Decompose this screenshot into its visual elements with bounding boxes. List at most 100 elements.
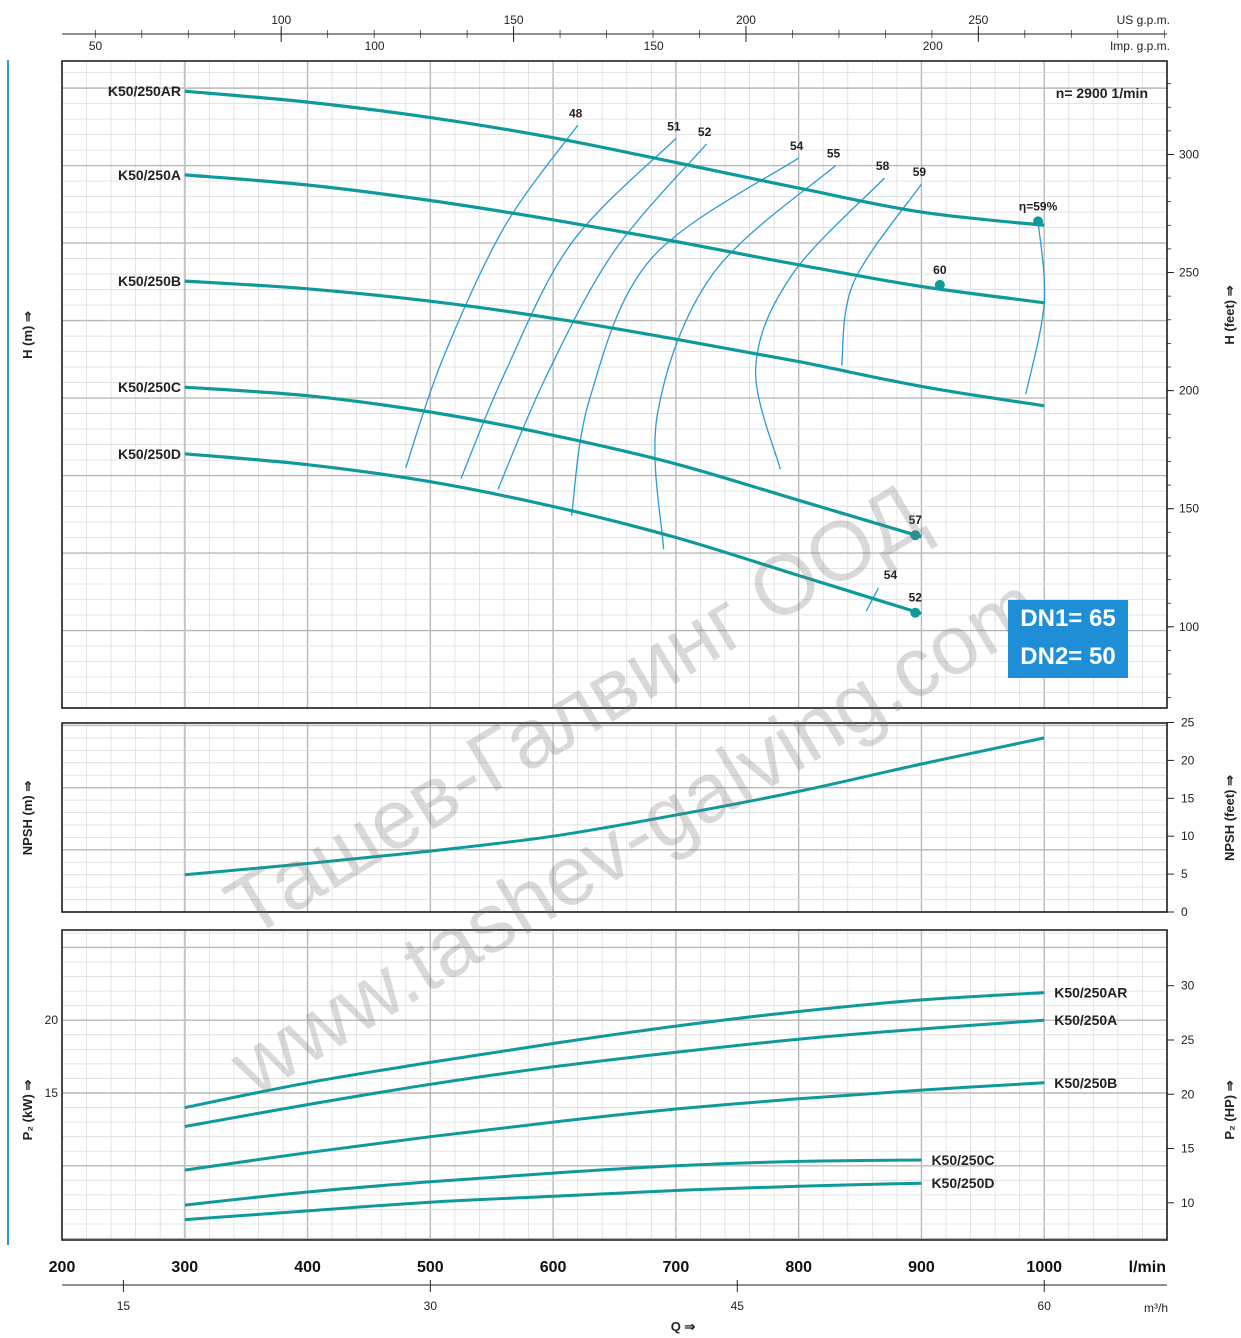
dn1-label: DN1= 65 <box>1020 605 1116 632</box>
usgpm-tick-label: 200 <box>736 13 756 27</box>
m3h-tick-label: 60 <box>1038 1299 1052 1313</box>
power-right-tick-label: 15 <box>1181 1142 1195 1156</box>
npsh-y-label-right: NPSH (feet) ⇒ <box>1222 775 1237 861</box>
power-curve-K50/250A <box>184 1018 1045 1128</box>
head-curve-K50/250AR <box>184 89 1045 227</box>
endpoint-label: 52 <box>909 591 923 605</box>
power-frame <box>61 929 1168 1241</box>
power-curve-K50/250D <box>184 1181 922 1222</box>
head-frame <box>61 60 1168 709</box>
efficiency-label-58: 58 <box>876 159 890 173</box>
dn2-label: DN2= 50 <box>1020 643 1116 670</box>
power-right-tick-label: 25 <box>1181 1033 1195 1047</box>
endpoint-label: η=59% <box>1019 199 1058 213</box>
lmin-tick-label: 200 <box>49 1259 76 1276</box>
endpoint-marker <box>934 279 945 290</box>
head-curve-K50/250C <box>184 385 922 539</box>
npsh-right-tick-label: 20 <box>1181 753 1195 767</box>
npsh-right-tick-label: 10 <box>1181 829 1195 843</box>
lmin-unit: l/min <box>1129 1259 1166 1276</box>
head-right-tick-label: 200 <box>1179 384 1199 398</box>
power-right-tick-label: 20 <box>1181 1087 1195 1101</box>
npsh-right-tick-label: 0 <box>1181 905 1188 919</box>
power-y-label-right: P₂ (HP) ⇒ <box>1222 1080 1237 1139</box>
lmin-tick-label: 400 <box>294 1259 321 1276</box>
efficiency-label-59: 59 <box>913 165 927 179</box>
lmin-tick-label: 800 <box>785 1259 812 1276</box>
lmin-tick-label: 900 <box>908 1259 935 1276</box>
m3h-tick-label: 45 <box>731 1299 745 1313</box>
head-right-tick-label: 100 <box>1179 620 1199 634</box>
dn-box: DN1= 65 DN2= 50 <box>1008 600 1128 678</box>
npsh-right-tick-label: 5 <box>1181 867 1188 881</box>
usgpm-tick-label: 100 <box>271 13 291 27</box>
endpoint-marker <box>1033 216 1044 227</box>
power-left-tick-label: 15 <box>45 1086 59 1100</box>
endpoint-label: 57 <box>909 513 923 527</box>
usgpm-unit: US g.p.m. <box>1117 13 1170 27</box>
head-right-tick-label: 300 <box>1179 147 1199 161</box>
power-right-tick-label: 10 <box>1181 1196 1195 1210</box>
efficiency-curve-54 <box>570 157 800 516</box>
lmin-tick-label: 700 <box>663 1259 690 1276</box>
efficiency-label-51: 51 <box>667 119 681 133</box>
head-right-tick-label: 150 <box>1179 502 1199 516</box>
npsh-curve <box>184 736 1045 877</box>
power-curve-label-K50/250AR: K50/250AR <box>1054 985 1127 1001</box>
power-curve-K50/250B <box>184 1081 1045 1172</box>
power-curve-label-K50/250D: K50/250D <box>931 1175 994 1191</box>
power-curve-K50/250AR <box>184 991 1045 1110</box>
endpoint-marker <box>910 607 921 618</box>
head-curve-label-K50/250A: K50/250A <box>118 167 181 183</box>
lmin-tick-label: 300 <box>171 1259 198 1276</box>
power-curve-label-K50/250A: K50/250A <box>1054 1012 1117 1028</box>
npsh-frame <box>61 722 1168 913</box>
endpoint-marker <box>910 530 921 541</box>
head-y-label-right: H (feet) ⇒ <box>1222 285 1237 344</box>
npsh-right-tick-label: 15 <box>1181 791 1195 805</box>
head-curve-label-K50/250AR: K50/250AR <box>108 83 181 99</box>
efficiency-curve-55 <box>654 165 836 550</box>
usgpm-tick-label: 150 <box>504 13 524 27</box>
impgpm-tick-label: 150 <box>644 39 664 53</box>
npsh-y-label: NPSH (m) ⇒ <box>20 781 35 856</box>
speed-note: n= 2900 1/min <box>1056 85 1148 101</box>
efficiency-label-48: 48 <box>569 106 583 120</box>
lmin-tick-label: 1000 <box>1026 1259 1062 1276</box>
efficiency-tick-d-label: 54 <box>884 568 898 582</box>
power-curve-label-K50/250C: K50/250C <box>931 1152 994 1168</box>
head-curve-label-K50/250B: K50/250B <box>118 273 181 289</box>
m3h-tick-label: 30 <box>424 1299 438 1313</box>
endpoint-label: 60 <box>933 263 947 277</box>
power-curve-K50/250C <box>184 1158 922 1207</box>
usgpm-tick-label: 250 <box>968 13 988 27</box>
eta-boundary-curve <box>1025 221 1046 395</box>
head-right-tick-label: 250 <box>1179 266 1199 280</box>
lmin-tick-label: 600 <box>540 1259 567 1276</box>
efficiency-label-54: 54 <box>790 139 804 153</box>
power-y-label: P₂ (kW) ⇒ <box>20 1080 35 1141</box>
efficiency-label-55: 55 <box>827 147 841 161</box>
x-axis-title: Q ⇒ <box>671 1319 696 1334</box>
m3h-unit: m³/h <box>1144 1301 1168 1315</box>
impgpm-tick-label: 200 <box>923 39 943 53</box>
npsh-right-tick-label: 25 <box>1181 716 1195 730</box>
power-right-tick-label: 30 <box>1181 979 1195 993</box>
efficiency-label-52: 52 <box>698 125 712 139</box>
impgpm-tick-label: 50 <box>89 39 103 53</box>
efficiency-curve-48 <box>405 124 579 469</box>
head-curve-label-K50/250D: K50/250D <box>118 446 181 462</box>
head-curve-label-K50/250C: K50/250C <box>118 379 181 395</box>
efficiency-curve-52 <box>497 143 708 490</box>
power-curve-label-K50/250B: K50/250B <box>1054 1075 1117 1091</box>
impgpm-unit: Imp. g.p.m. <box>1110 39 1170 53</box>
impgpm-tick-label: 100 <box>365 39 385 53</box>
power-left-tick-label: 20 <box>45 1013 59 1027</box>
m3h-tick-label: 15 <box>117 1299 131 1313</box>
head-curve-K50/250A <box>184 173 1045 305</box>
head-curve-K50/250D <box>184 452 922 616</box>
lmin-tick-label: 500 <box>417 1259 444 1276</box>
head-y-label: H (m) ⇒ <box>20 311 35 359</box>
